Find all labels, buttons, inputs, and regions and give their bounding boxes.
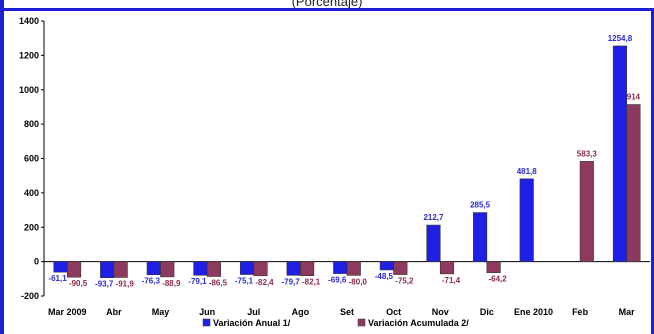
data-label: -93,7	[95, 280, 114, 289]
bar-variacion-anual	[286, 261, 301, 276]
x-category-label: Ene 2010	[514, 307, 553, 317]
data-label: -48,5	[375, 272, 394, 281]
y-tick-label: 400	[24, 188, 39, 198]
bar-variacion-anual	[193, 261, 208, 276]
bar-variacion-acumulada	[253, 261, 268, 277]
bar-variacion-acumulada	[439, 261, 455, 275]
data-label: -69,6	[328, 276, 347, 285]
x-category-label: Dic	[480, 307, 494, 317]
data-label: -64,2	[488, 275, 507, 284]
data-label: 583,3	[577, 149, 598, 158]
x-category-label: Feb	[572, 307, 589, 317]
x-category-label: Mar	[619, 307, 636, 317]
y-tick-label: 200	[24, 222, 39, 232]
bar-variacion-anual	[426, 224, 441, 262]
x-category-label: Mar 2009	[48, 307, 87, 317]
y-tick-label: 1200	[19, 50, 39, 60]
bar-variacion-anual	[333, 261, 348, 274]
bar-variacion-acumulada	[160, 261, 175, 278]
data-label: -80,0	[349, 277, 368, 286]
bar-variacion-anual	[612, 45, 627, 262]
data-label: -71,4	[442, 276, 461, 285]
y-tick-label: 1400	[19, 16, 39, 26]
data-label: -76,3	[142, 277, 161, 286]
x-category-label: Jul	[247, 307, 260, 317]
legend-swatch	[202, 318, 211, 327]
bar-variacion-acumulada	[579, 161, 594, 262]
data-label: -82,1	[302, 278, 321, 287]
x-category-label: Oct	[386, 307, 401, 317]
data-label: -79,1	[188, 277, 207, 286]
bar-variacion-anual	[379, 261, 394, 271]
data-label: 914	[627, 93, 641, 102]
y-tick-label: 800	[24, 119, 39, 129]
data-label: -79,7	[282, 277, 301, 286]
bar-variacion-acumulada	[113, 261, 128, 278]
bar-variacion-acumulada	[206, 261, 221, 277]
bar-variacion-anual	[519, 178, 534, 262]
data-label: -75,1	[235, 277, 254, 286]
data-label: -88,9	[162, 279, 181, 288]
data-label: 212,7	[423, 213, 444, 222]
y-tick-label: 600	[24, 154, 39, 164]
data-label: -61,1	[48, 274, 67, 283]
data-label: -86,5	[209, 278, 228, 287]
x-category-label: May	[152, 307, 170, 317]
data-label: -82,4	[255, 278, 274, 287]
data-label: 285,5	[470, 201, 491, 210]
x-category-label: Ago	[292, 307, 310, 317]
bar-variacion-anual	[146, 261, 161, 276]
data-label: -75,2	[395, 277, 414, 286]
x-category-label: Set	[340, 307, 354, 317]
y-tick-label: 0	[34, 257, 39, 267]
bar-variacion-acumulada	[393, 261, 408, 275]
x-category-label: Abr	[106, 307, 122, 317]
bar-variacion-anual	[53, 261, 68, 273]
legend-item-variacion-anual: Variación Anual 1/	[213, 318, 291, 328]
data-label: -91,9	[116, 279, 135, 288]
bar-variacion-acumulada	[626, 104, 641, 262]
legend-swatch	[357, 318, 366, 327]
bar-variacion-acumulada	[346, 261, 361, 276]
data-label: 1254,8	[608, 34, 633, 43]
data-label: -90,5	[69, 279, 88, 288]
legend-item-variacion-acumulada: Variación Acumulada 2/	[368, 318, 469, 328]
chart-frame-top	[0, 8, 654, 11]
bar-variacion-anual	[100, 261, 115, 279]
chart-frame-left	[0, 0, 4, 334]
x-category-label: Jun	[199, 307, 215, 317]
bar-variacion-acumulada	[486, 261, 501, 273]
bar-variacion-acumulada	[67, 261, 82, 278]
data-label: 481,8	[517, 167, 538, 176]
chart-frame-right	[651, 8, 654, 334]
chart-subtitle: (Porcentaje)	[291, 0, 363, 9]
y-tick-label: -200	[21, 291, 39, 301]
x-category-label: Nov	[432, 307, 449, 317]
bar-variacion-acumulada	[300, 261, 315, 277]
y-tick-label: 1000	[19, 85, 39, 95]
bar-variacion-anual	[473, 212, 488, 262]
bar-variacion-anual	[239, 261, 255, 275]
